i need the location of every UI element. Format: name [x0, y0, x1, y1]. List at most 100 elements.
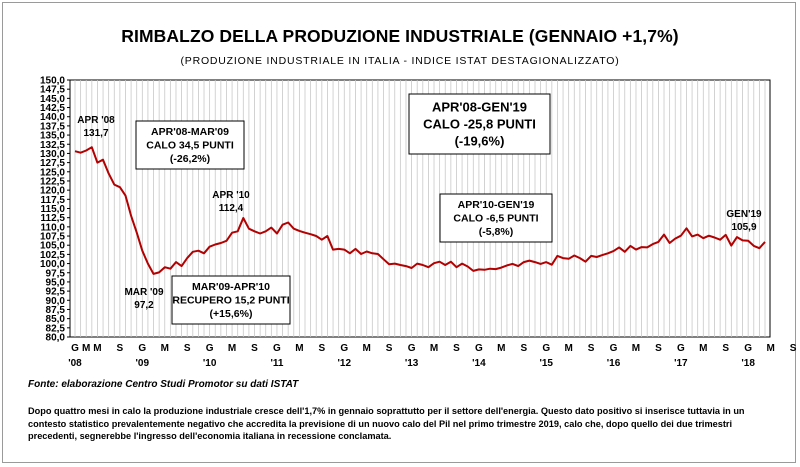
annotation-box-box-apr08-mar09: [135, 120, 245, 170]
x-year-label: '11: [270, 358, 283, 369]
y-tick-label: 137,5: [40, 121, 65, 132]
series-line-production-index: [74, 146, 766, 275]
x-tick-label: G: [138, 343, 146, 354]
chart-title: RIMBALZO DELLA PRODUZIONE INDUSTRIALE (G…: [121, 26, 679, 46]
x-tick-label: M: [430, 343, 438, 354]
y-tick-label: 127,5: [40, 158, 65, 169]
x-tick-label: S: [386, 343, 393, 354]
x-year-label: '18: [741, 358, 755, 369]
annotation-text: (-19,6%): [455, 134, 505, 149]
x-tick-label: M: [766, 343, 774, 354]
annotation-text: (+15,6%): [210, 308, 253, 320]
x-tick-label: G: [542, 343, 550, 354]
annotation-text: APR'08-MAR'09: [151, 126, 229, 138]
x-tick-label: M: [363, 343, 371, 354]
x-year-label: '15: [539, 358, 553, 369]
x-tick-label: S: [520, 343, 527, 354]
annotation-label: 105,9: [731, 222, 756, 233]
y-tick-label: 145,0: [40, 94, 65, 105]
y-tick-label: 110,0: [41, 222, 66, 233]
x-year-label: '14: [472, 358, 486, 369]
x-tick-label: G: [273, 343, 281, 354]
annotation-label: 131,7: [83, 128, 108, 139]
y-tick-label: 92,5: [46, 287, 66, 298]
x-year-label: '10: [203, 358, 217, 369]
y-tick-label: 95,0: [46, 277, 66, 288]
chart-subtitle: (PRODUZIONE INDUSTRIALE IN ITALIA - INDI…: [180, 55, 620, 67]
x-year-label: '12: [338, 358, 352, 369]
x-tick-label: G: [744, 343, 752, 354]
x-tick-label: M: [295, 343, 303, 354]
annotation-text: CALO -6,5 PUNTI: [453, 213, 538, 225]
x-tick-label: S: [453, 343, 460, 354]
source-note: Fonte: elaborazione Centro Studi Promoto…: [28, 379, 299, 390]
x-tick-label: S: [117, 343, 124, 354]
annotation-text: (-5,8%): [479, 226, 513, 238]
y-tick-label: 132,5: [40, 140, 65, 151]
x-tick-label: G: [677, 343, 685, 354]
x-year-label: '08: [68, 358, 82, 369]
x-year-label: '16: [607, 358, 621, 369]
y-tick-label: 150,0: [40, 76, 65, 87]
x-tick-label: S: [184, 343, 191, 354]
commentary-text: Dopo quattro mesi in calo la produzione …: [28, 406, 745, 442]
x-tick-label: M: [228, 343, 236, 354]
annotation-text: CALO -25,8 PUNTI: [423, 117, 536, 132]
annotation-text: APR'10-GEN'19: [458, 199, 535, 211]
x-tick-label: G: [475, 343, 483, 354]
annotation-box-box-apr08-gen19: [408, 93, 551, 155]
y-tick-label: 87,5: [46, 305, 66, 316]
y-tick-label: 125,0: [40, 167, 65, 178]
y-tick-label: 120,0: [40, 186, 65, 197]
x-tick-label: S: [318, 343, 325, 354]
annotation-text: (-26,2%): [170, 153, 210, 165]
x-tick-label: S: [655, 343, 662, 354]
y-tick-label: 97,5: [46, 268, 66, 279]
x-tick-label: G: [206, 343, 214, 354]
annotation-text: CALO 34,5 PUNTI: [146, 140, 234, 152]
y-tick-label: 85,0: [46, 314, 66, 325]
y-tick-label: 80,0: [46, 333, 66, 344]
annotation-text: MAR'09-APR'10: [192, 281, 270, 293]
y-tick-label: 100,0: [40, 259, 65, 270]
x-year-label: '09: [136, 358, 150, 369]
x-tick-label: M: [161, 343, 169, 354]
annotation-label: MAR '09: [124, 287, 163, 298]
chart-frame: [2, 2, 796, 463]
y-tick-label: 117,5: [41, 195, 66, 206]
x-tick-label: M: [699, 343, 707, 354]
annotation-label: 97,2: [134, 300, 154, 311]
x-tick-label: G: [408, 343, 416, 354]
x-tick-label: M: [632, 343, 640, 354]
x-tick-label: G: [610, 343, 618, 354]
y-tick-label: 102,5: [40, 250, 65, 261]
x-tick-label: M: [564, 343, 572, 354]
y-tick-label: 90,0: [46, 296, 66, 307]
x-year-label: '17: [674, 358, 688, 369]
x-tick-label: G: [71, 343, 79, 354]
annotation-label: GEN'19: [726, 209, 762, 220]
x-tick-label: S: [251, 343, 258, 354]
x-tick-label: M: [82, 343, 90, 354]
x-tick-label: M: [93, 343, 101, 354]
annotation-box-box-apr10-gen19: [439, 193, 553, 243]
annotation-label: APR '10: [212, 190, 250, 201]
x-tick-label: G: [340, 343, 348, 354]
x-tick-label: S: [790, 343, 797, 354]
y-tick-label: 122,5: [40, 176, 65, 187]
annotation-label: APR '08: [77, 115, 115, 126]
x-tick-label: S: [722, 343, 729, 354]
y-tick-label: 82,5: [46, 323, 66, 334]
y-tick-label: 105,0: [40, 241, 65, 252]
y-tick-label: 112,5: [41, 213, 66, 224]
annotation-label: 112,4: [219, 203, 244, 214]
y-tick-label: 135,0: [40, 131, 65, 142]
y-tick-label: 142,5: [40, 103, 65, 114]
x-tick-label: M: [497, 343, 505, 354]
annotation-text: RECUPERO 15,2 PUNTI: [172, 295, 289, 307]
y-tick-label: 147,5: [40, 85, 65, 96]
y-tick-label: 130,0: [40, 149, 65, 160]
y-tick-label: 140,0: [40, 112, 65, 123]
y-tick-label: 107,5: [40, 232, 65, 243]
